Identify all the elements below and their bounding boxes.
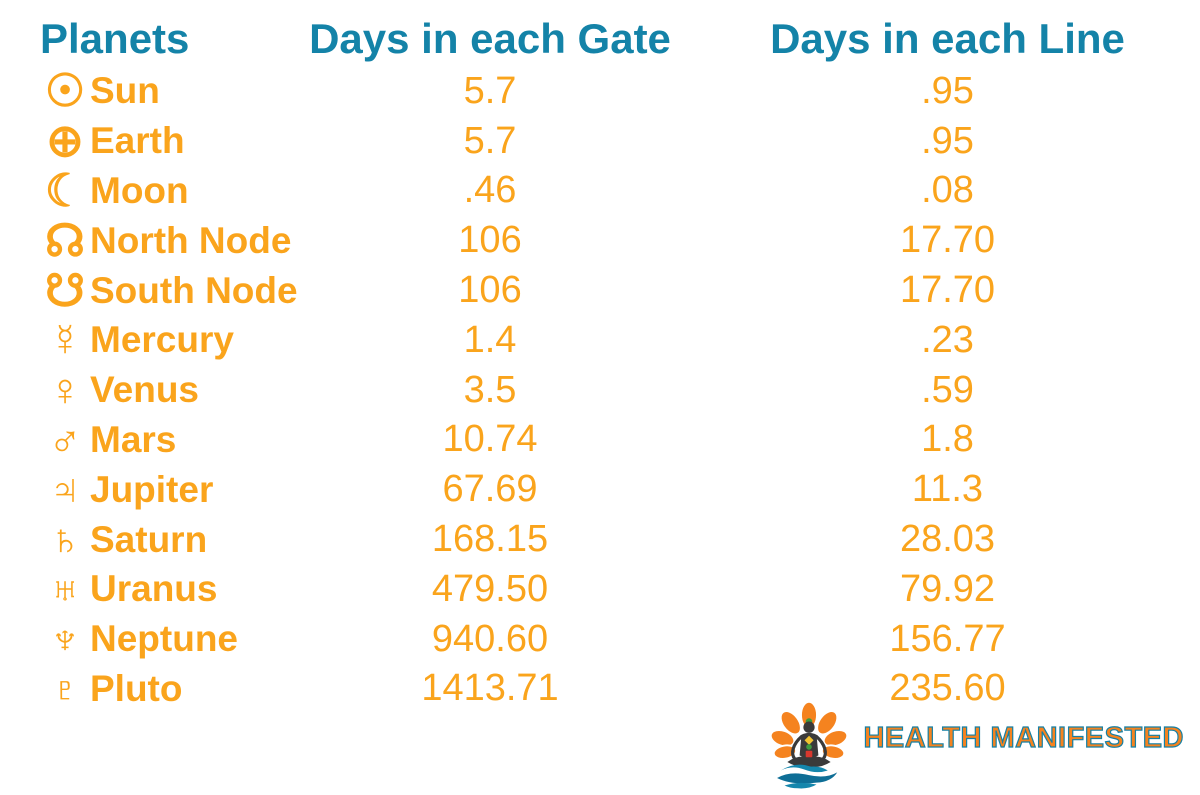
days-in-line-value: 17.70	[899, 269, 996, 312]
days-in-gate-value: 106	[458, 219, 522, 262]
earth-symbol-icon: ⊕	[46, 115, 84, 167]
days-in-gate-value: .46	[463, 169, 517, 212]
table-row: ♃ Jupiter 67.69 11.3	[0, 464, 1200, 514]
saturn-symbol-icon: ♄	[48, 513, 82, 565]
planet-cell: ☿ Mercury	[40, 317, 285, 362]
days-in-line-value: 79.92	[899, 567, 996, 610]
moon-symbol-icon: ☾	[44, 164, 86, 216]
table-row: ☋ South Node 106 17.70	[0, 265, 1200, 315]
table-row: ☾ Moon .46 .08	[0, 166, 1200, 216]
planet-name: Earth	[90, 120, 185, 162]
days-in-line-value: 156.77	[889, 617, 1006, 660]
days-in-line-value: 17.70	[899, 219, 996, 262]
planet-name: South Node	[90, 269, 298, 311]
days-in-gate-value: 5.7	[463, 69, 517, 112]
planet-name: Pluto	[90, 667, 183, 709]
table-row: ☉ Sun 5.7 .95	[0, 66, 1200, 116]
column-header-days-in-each-line: Days in each Line	[770, 15, 1125, 62]
column-header-planets: Planets	[40, 15, 190, 62]
days-in-line-value: 235.60	[889, 667, 1006, 710]
planet-cell: ♂ Mars	[40, 417, 285, 462]
planet-cell: ♅ Uranus	[40, 566, 285, 611]
planet-cell: ☉ Sun	[40, 68, 285, 113]
days-in-gate-value: 3.5	[463, 368, 517, 411]
planet-name: Uranus	[90, 568, 218, 610]
meditating-figure	[787, 718, 832, 768]
days-in-line-value: 11.3	[911, 468, 984, 511]
mercury-symbol-icon: ☿	[48, 314, 82, 366]
days-in-line-value: .95	[921, 119, 974, 162]
planet-name: Jupiter	[90, 468, 214, 510]
days-in-gate-value: 1413.71	[421, 667, 559, 710]
table-header-row: Planets Days in each Gate Days in each L…	[0, 15, 1200, 62]
table-row: ♅ Uranus 479.50 79.92	[0, 564, 1200, 614]
planet-cell: ♀ Venus	[40, 367, 285, 412]
days-in-gate-value: 168.15	[431, 518, 549, 561]
days-in-line-value: 28.03	[899, 518, 996, 561]
north-node-symbol-icon: ☊	[45, 214, 85, 266]
planet-name: Mars	[90, 418, 177, 460]
days-in-gate-value: 1.4	[463, 318, 517, 361]
health-manifested-logo: HEALTH MANIFESTED	[761, 699, 1184, 793]
pluto-symbol-icon: ♇	[48, 662, 82, 714]
planet-cell: ☊ North Node	[40, 214, 291, 266]
days-in-line-value: .23	[921, 318, 974, 361]
uranus-symbol-icon: ♅	[48, 563, 82, 615]
lotus-petals	[770, 700, 849, 760]
days-in-line-value: .59	[921, 368, 974, 411]
health-manifested-logo-text: HEALTH MANIFESTED	[863, 721, 1184, 754]
planet-name: Mercury	[90, 319, 234, 361]
planet-name: Moon	[90, 169, 189, 211]
days-in-line-value: 1.8	[921, 418, 974, 461]
table-row: ♄ Saturn 168.15 28.03	[0, 514, 1200, 564]
planet-cell: ♄ Saturn	[40, 517, 285, 562]
south-node-symbol-icon: ☋	[45, 264, 85, 316]
table-row: ☿ Mercury 1.4 .23	[0, 315, 1200, 365]
table-body: ☉ Sun 5.7 .95 ⊕ Earth 5.7 .95 ☾ Moon .46…	[0, 66, 1200, 713]
jupiter-symbol-icon: ♃	[48, 463, 82, 515]
days-in-gate-value: 67.69	[442, 468, 538, 511]
health-manifested-logo-icon	[770, 700, 849, 789]
planet-cell: ☋ South Node	[40, 264, 298, 316]
planet-name: North Node	[90, 219, 292, 261]
neptune-symbol-icon: ♆	[48, 613, 82, 665]
mars-symbol-icon: ♂	[48, 413, 82, 465]
planet-cell: ♃ Jupiter	[40, 467, 285, 512]
days-in-gate-value: 10.74	[442, 418, 538, 461]
planet-name: Saturn	[90, 518, 208, 560]
days-in-gate-value: 479.50	[431, 567, 549, 610]
table-row: ♆ Neptune 940.60 156.77	[0, 614, 1200, 664]
venus-symbol-icon: ♀	[48, 364, 82, 416]
table-row: ♇ Pluto 1413.71 235.60	[0, 664, 1200, 714]
planet-name: Neptune	[90, 618, 238, 660]
waves	[777, 764, 838, 789]
table-row: ♀ Venus 3.5 .59	[0, 365, 1200, 415]
days-in-line-value: .95	[921, 69, 974, 112]
planet-name: Sun	[90, 70, 160, 112]
planet-cell: ☾ Moon	[40, 168, 285, 213]
planet-cell: ⊕ Earth	[40, 118, 285, 163]
days-in-line-value: .08	[921, 169, 974, 212]
days-in-gate-value: 940.60	[431, 617, 549, 660]
table-row: ⊕ Earth 5.7 .95	[0, 116, 1200, 166]
days-in-gate-value: 106	[458, 269, 522, 312]
sun-symbol-icon: ☉	[44, 65, 86, 117]
planet-cell: ♇ Pluto	[40, 666, 285, 711]
table-row: ♂ Mars 10.74 1.8	[0, 415, 1200, 465]
planet-cell: ♆ Neptune	[40, 616, 285, 661]
column-header-days-in-each-gate: Days in each Gate	[309, 15, 671, 62]
table-row: ☊ North Node 106 17.70	[0, 215, 1200, 265]
days-in-gate-value: 5.7	[463, 119, 517, 162]
planet-name: Venus	[90, 369, 199, 411]
